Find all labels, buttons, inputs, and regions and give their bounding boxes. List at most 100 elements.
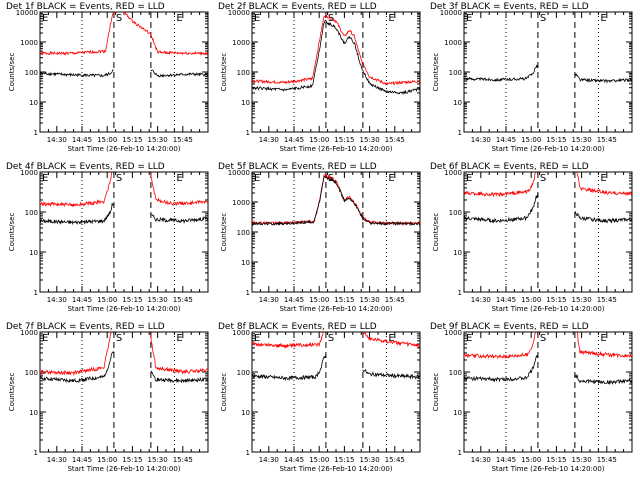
y-tick-label: 10000 xyxy=(440,9,462,17)
x-tick-label: 14:45 xyxy=(284,296,304,304)
chart-panel-9: Det 9f BLACK = Events, RED = LLD 1 10 100 10… xyxy=(430,322,633,473)
x-tick-label: 15:30 xyxy=(572,456,592,464)
x-tick-label: 15:15 xyxy=(334,136,354,144)
chart-title: Det 7f BLACK = Events, RED = LLD xyxy=(6,322,165,332)
x-tick-label: 15:15 xyxy=(122,456,142,464)
y-axis-label: Counts/sec xyxy=(220,53,228,92)
y-tick-label: 10000 xyxy=(228,169,250,177)
time-marker-label: S xyxy=(328,333,334,344)
x-tick-label: 15:00 xyxy=(97,456,117,464)
x-axis-label: Start Time (26-Feb-10 14:20:00) xyxy=(491,305,604,313)
y-tick-label: 100 xyxy=(237,69,250,77)
plot-frame xyxy=(39,171,209,293)
y-tick-label: 10 xyxy=(453,99,462,107)
x-tick-label: 14:45 xyxy=(496,136,516,144)
y-tick-label: 1000 xyxy=(444,169,462,177)
chart-panel-3: Det 3f BLACK = Events, RED = LLD 1 10 100 10… xyxy=(430,2,633,153)
y-tick-label: 100 xyxy=(25,69,38,77)
y-axis-label: Counts/sec xyxy=(8,373,16,412)
series-line-lld xyxy=(464,332,632,360)
time-marker-label: E xyxy=(600,13,606,24)
x-tick-label: 15:15 xyxy=(546,296,566,304)
x-tick-label: 14:30 xyxy=(259,136,279,144)
x-tick-label: 14:45 xyxy=(284,456,304,464)
x-tick-label: 14:45 xyxy=(72,296,92,304)
x-tick-label: 15:00 xyxy=(521,136,541,144)
series-line-events xyxy=(40,69,208,78)
x-tick-label: 15:45 xyxy=(173,456,193,464)
chart-panel-1: Det 1f BLACK = Events, RED = LLD 1 10 100 10… xyxy=(6,2,209,153)
x-axis-label: Start Time (26-Feb-10 14:20:00) xyxy=(279,145,392,153)
x-tick-label: 14:45 xyxy=(72,456,92,464)
time-marker-label: E xyxy=(176,13,182,24)
time-marker-label: E xyxy=(254,173,260,184)
x-tick-label: 14:30 xyxy=(47,456,67,464)
y-tick-label: 10 xyxy=(29,409,38,417)
series-line-lld xyxy=(252,14,420,86)
chart-panel-7: Det 7f BLACK = Events, RED = LLD 1 10 100 10… xyxy=(6,322,209,473)
chart-panel-5: Det 5f BLACK = Events, RED = LLD 1 10 100 10… xyxy=(218,162,421,313)
time-marker-label: E xyxy=(466,173,472,184)
time-marker-label: E xyxy=(388,333,394,344)
time-marker-label: E xyxy=(254,13,260,24)
chart-title: Det 3f BLACK = Events, RED = LLD xyxy=(430,2,589,12)
y-tick-label: 1000 xyxy=(20,169,38,177)
x-axis-label: Start Time (26-Feb-10 14:20:00) xyxy=(67,305,180,313)
y-tick-label: 1000 xyxy=(232,329,250,337)
y-tick-label: 10 xyxy=(29,249,38,257)
y-tick-label: 1 xyxy=(34,129,38,137)
x-tick-label: 15:30 xyxy=(360,296,380,304)
time-marker-label: E xyxy=(176,333,182,344)
x-tick-label: 14:45 xyxy=(496,296,516,304)
x-tick-label: 15:00 xyxy=(309,136,329,144)
x-axis-label: Start Time (26-Feb-10 14:20:00) xyxy=(491,465,604,473)
y-tick-label: 100 xyxy=(449,369,462,377)
y-tick-label: 1 xyxy=(34,449,38,457)
plot-frame xyxy=(251,331,421,453)
time-marker-label: E xyxy=(42,173,48,184)
y-tick-label: 100 xyxy=(25,369,38,377)
chart-panel-8: Det 8f BLACK = Events, RED = LLD 1 10 100 10… xyxy=(218,322,421,473)
x-tick-label: 15:15 xyxy=(122,136,142,144)
series-line-events xyxy=(40,350,208,384)
x-tick-label: 15:15 xyxy=(546,136,566,144)
time-marker-label: E xyxy=(42,13,48,24)
y-tick-label: 10 xyxy=(241,409,250,417)
y-tick-label: 10 xyxy=(241,99,250,107)
y-tick-label: 1 xyxy=(246,129,250,137)
x-tick-label: 15:00 xyxy=(309,296,329,304)
chart-panel-6: Det 6f BLACK = Events, RED = LLD 1 10 100 10… xyxy=(430,162,633,313)
x-tick-label: 15:00 xyxy=(97,136,117,144)
plot-frame xyxy=(39,11,209,133)
x-tick-label: 15:45 xyxy=(173,296,193,304)
series-line-events xyxy=(252,175,420,227)
x-axis-label: Start Time (26-Feb-10 14:20:00) xyxy=(67,145,180,153)
x-tick-label: 15:15 xyxy=(546,456,566,464)
y-tick-label: 1 xyxy=(458,289,462,297)
x-tick-label: 14:45 xyxy=(72,136,92,144)
x-axis-label: Start Time (26-Feb-10 14:20:00) xyxy=(279,465,392,473)
y-tick-label: 100 xyxy=(449,209,462,217)
plot-frame xyxy=(463,11,633,133)
time-marker-label: E xyxy=(600,173,606,184)
y-axis-label: Counts/sec xyxy=(220,373,228,412)
y-tick-label: 1 xyxy=(458,129,462,137)
x-tick-label: 15:45 xyxy=(173,136,193,144)
time-marker-label: S xyxy=(540,333,546,344)
plot-frame xyxy=(39,331,209,453)
series-line-events xyxy=(464,355,632,386)
time-marker-label: E xyxy=(42,333,48,344)
y-axis-label: Counts/sec xyxy=(8,213,16,252)
time-marker-label: E xyxy=(254,333,260,344)
x-tick-label: 15:00 xyxy=(309,456,329,464)
x-tick-label: 15:30 xyxy=(148,456,168,464)
x-tick-label: 15:15 xyxy=(334,456,354,464)
x-tick-label: 15:15 xyxy=(122,296,142,304)
time-marker-label: S xyxy=(116,13,122,24)
x-tick-label: 15:30 xyxy=(148,136,168,144)
chart-title: Det 4f BLACK = Events, RED = LLD xyxy=(6,162,165,172)
time-marker-label: E xyxy=(176,173,182,184)
y-tick-label: 1 xyxy=(458,449,462,457)
plot-frame xyxy=(463,171,633,293)
